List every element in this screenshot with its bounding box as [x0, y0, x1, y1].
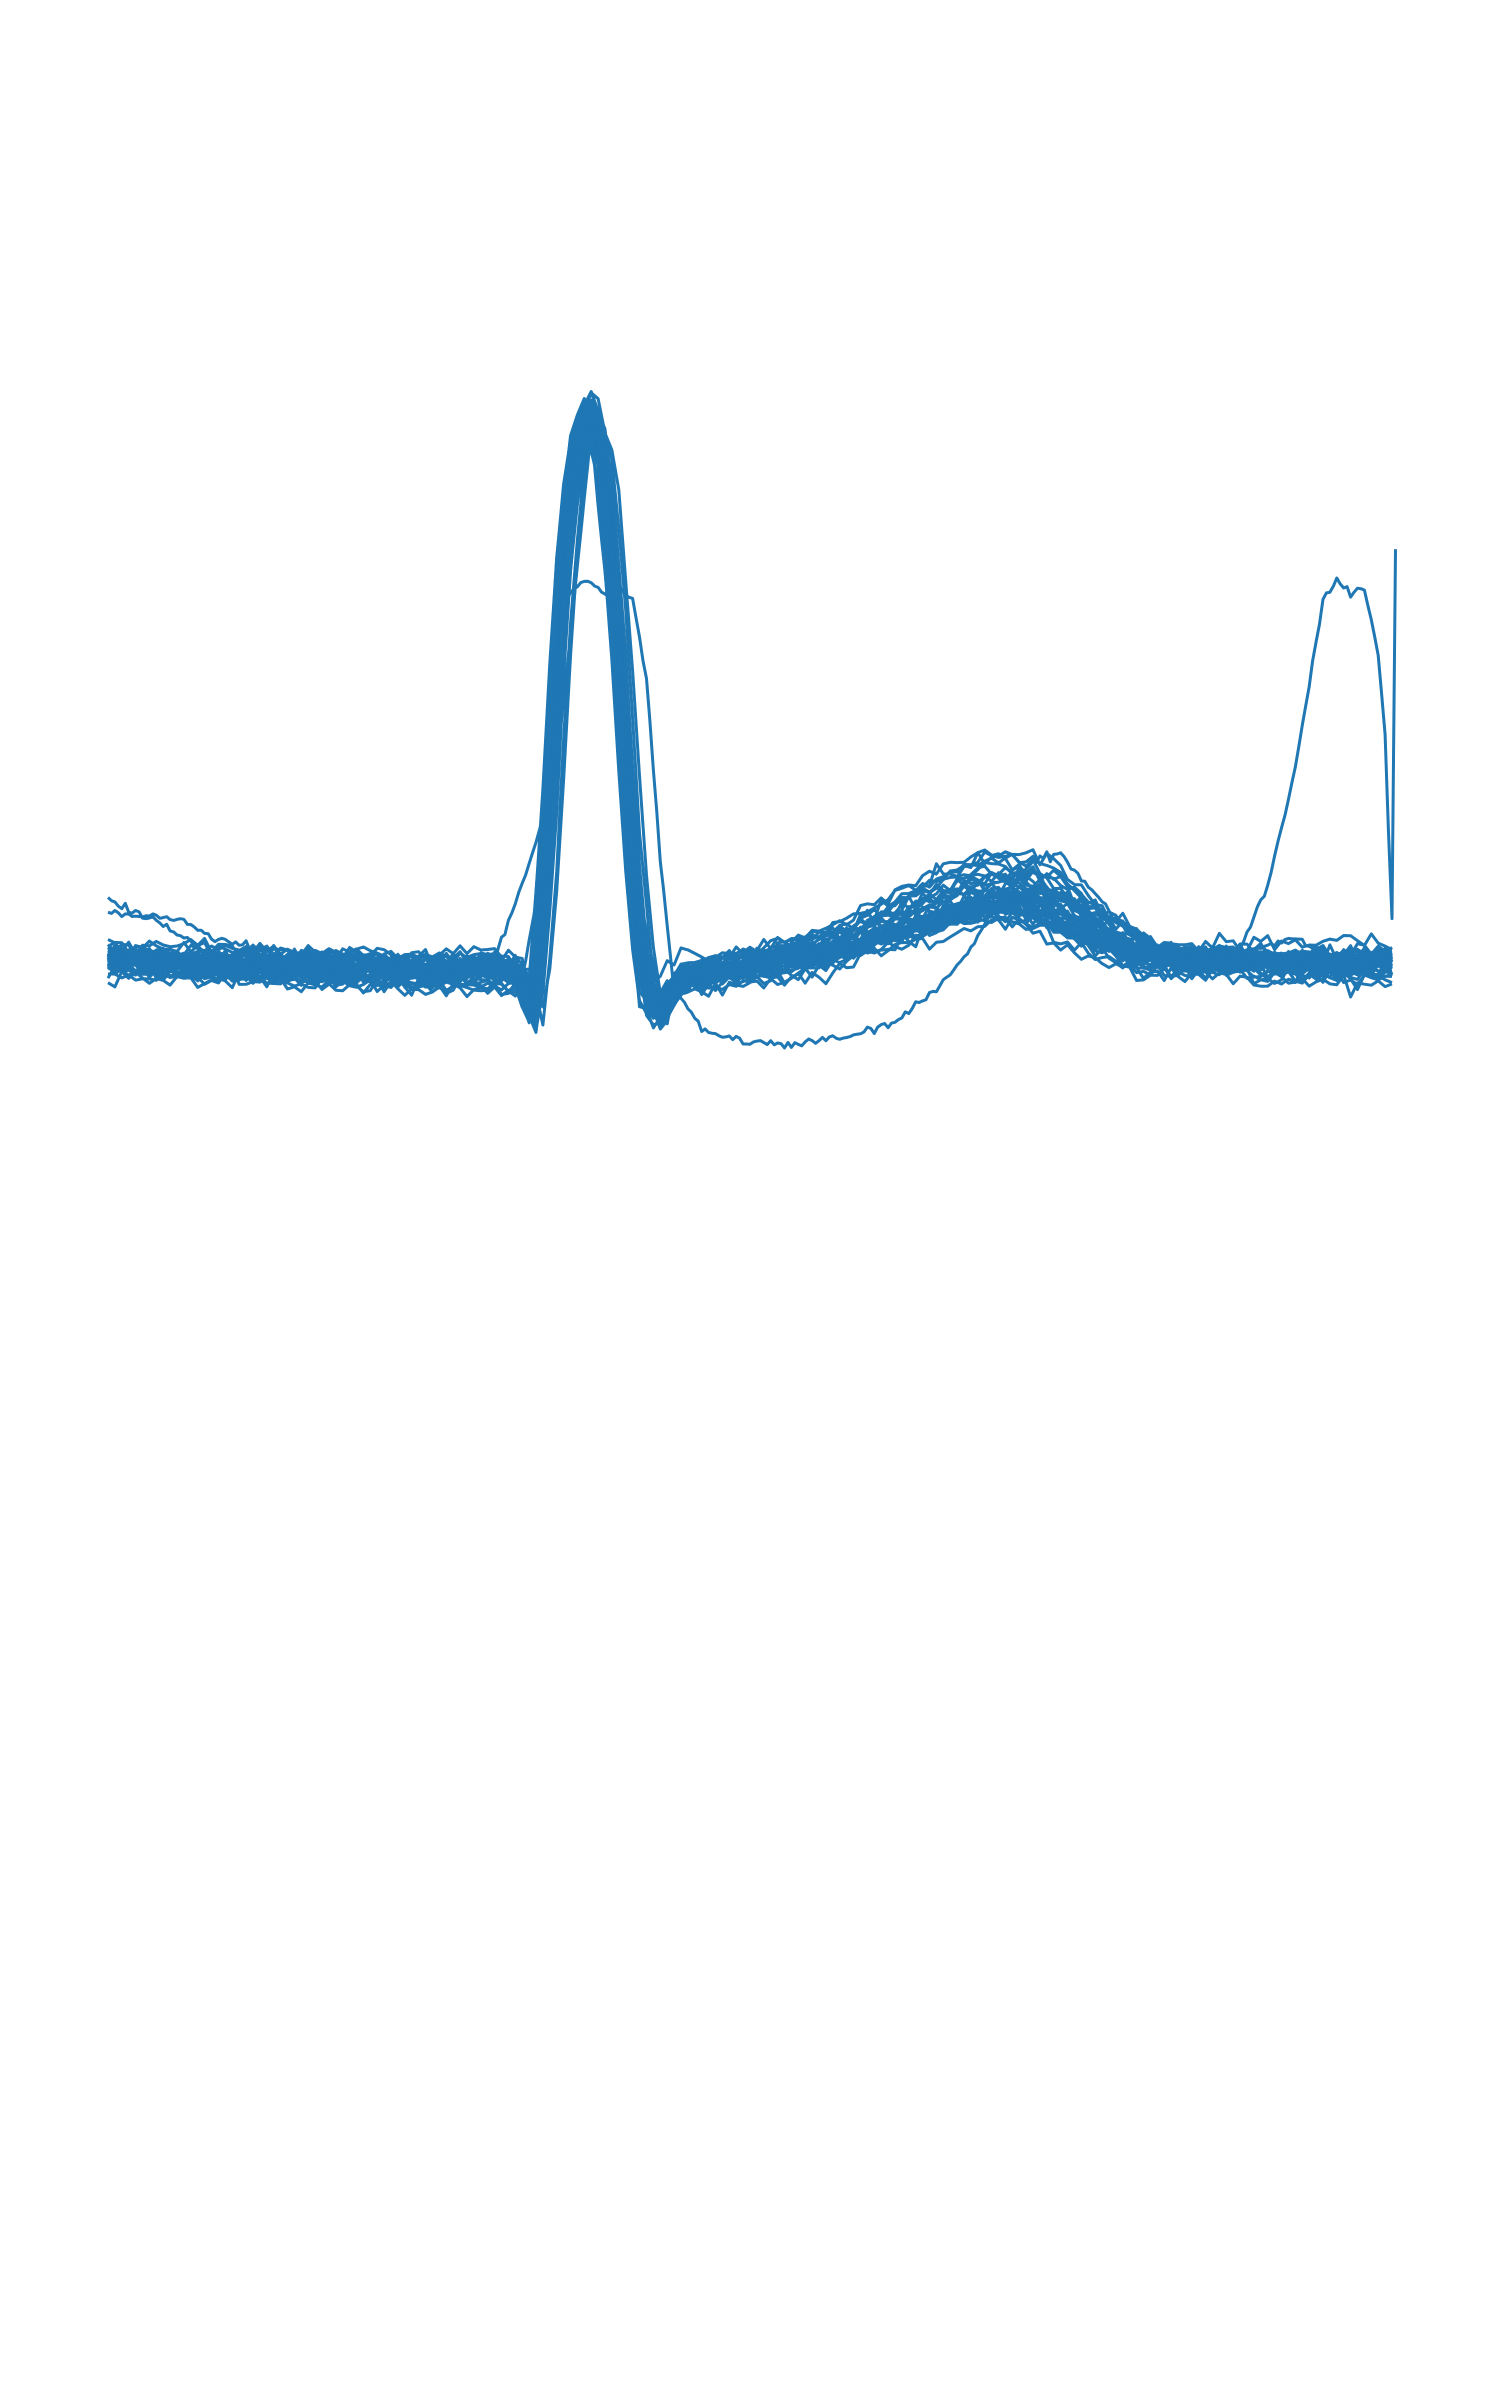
ecg-beat-line: [106, 410, 1394, 1028]
ecg-beat-line: [107, 433, 1394, 1017]
series-layer: [106, 390, 1397, 1050]
ecg-beat-line: [107, 405, 1393, 1017]
ecg-beat-line: [106, 391, 1393, 1010]
ecg-beat-line: [107, 445, 1393, 1032]
ecg-beat-line: [106, 423, 1393, 1023]
ecg-beat-line: [107, 427, 1394, 1027]
ecg-beat-line: [107, 435, 1393, 1034]
ecg-beat-line: [106, 409, 1393, 1015]
ecg-beat-line: [107, 424, 1393, 1007]
ecg-beat-line: [106, 397, 1393, 1020]
ecg-beat-line: [107, 404, 1393, 1020]
ecg-beat-line: [107, 418, 1394, 1008]
ecg-beat-line: [107, 440, 1393, 1030]
ecg-beat-line: [107, 406, 1393, 1018]
ecg-beat-line: [106, 425, 1393, 1025]
ecg-beat-line: [106, 442, 1393, 1019]
ecg-beat-line: [107, 424, 1393, 1008]
ecg-beat-line: [107, 411, 1393, 1015]
ecg-beat-line: [106, 416, 1393, 1016]
ecg-beat-line: [107, 440, 1394, 1004]
ecg-beat-line: [107, 430, 1393, 1011]
ecg-beat-line: [107, 416, 1394, 1011]
ecg-beat-line: [106, 402, 1393, 1021]
ecg-beat-line: [106, 425, 1393, 1019]
ecg-beat-line: [107, 404, 1393, 1014]
ecg-beat-line: [107, 425, 1393, 1020]
ecg-beat-line: [106, 416, 1393, 1027]
ecg-beat-line: [107, 390, 1393, 1019]
ecg-beat-line: [107, 398, 1393, 1028]
ecg-beat-line: [107, 398, 1393, 1021]
ecg-beat-line: [107, 410, 1393, 1020]
ecg-beat-line: [106, 390, 1393, 1012]
ecg-beat-line: [106, 423, 1393, 1011]
ecg-outlier-beat-line: [107, 427, 1393, 1004]
ecg-beat-line: [107, 435, 1393, 1015]
ecg-beat-line: [107, 436, 1393, 1015]
ecg-beat-line: [107, 411, 1393, 1014]
ecg-beat-line: [107, 438, 1393, 1019]
ecg-beat-line: [107, 437, 1393, 1013]
ecg-beat-line: [106, 406, 1393, 1016]
ecg-beat-line: [107, 447, 1394, 1030]
ecg-beat-line: [107, 423, 1393, 1009]
ecg-beat-line: [107, 429, 1394, 1030]
ecg-beat-line: [107, 404, 1393, 993]
